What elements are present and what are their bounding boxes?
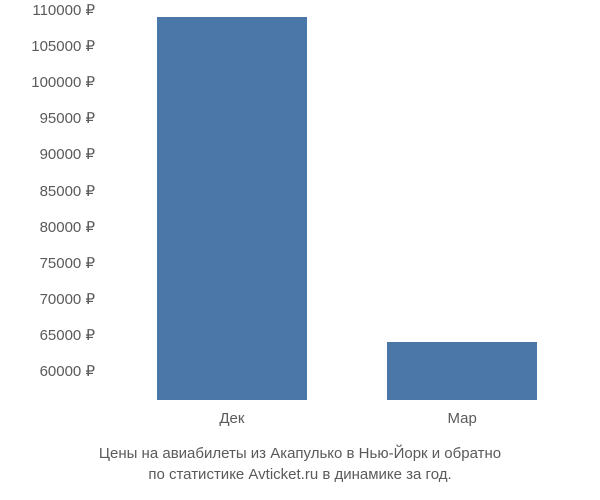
- caption-line-1: Цены на авиабилеты из Акапулько в Нью-Йо…: [0, 443, 600, 464]
- caption-line-2: по статистике Avticket.ru в динамике за …: [0, 464, 600, 485]
- y-tick-label: 105000 ₽: [31, 37, 95, 55]
- y-tick-label: 75000 ₽: [40, 254, 95, 272]
- chart-caption: Цены на авиабилеты из Акапулько в Нью-Йо…: [0, 443, 600, 485]
- x-tick-label: Дек: [219, 410, 244, 427]
- y-tick-label: 110000 ₽: [32, 1, 95, 19]
- y-tick-label: 90000 ₽: [40, 145, 95, 163]
- bar: [387, 342, 537, 400]
- y-tick-label: 95000 ₽: [40, 109, 95, 127]
- y-tick-label: 100000 ₽: [31, 73, 95, 91]
- bar: [157, 17, 307, 400]
- y-tick-label: 80000 ₽: [40, 218, 95, 236]
- chart-container: 60000 ₽ 65000 ₽ 70000 ₽ 75000 ₽ 80000 ₽ 85000…: [0, 0, 600, 500]
- x-axis: Дек Мар: [105, 405, 575, 435]
- y-tick-label: 65000 ₽: [40, 326, 95, 344]
- y-tick-label: 60000 ₽: [40, 362, 95, 380]
- x-tick-label: Мар: [448, 410, 477, 427]
- y-axis: 60000 ₽ 65000 ₽ 70000 ₽ 75000 ₽ 80000 ₽ 85000…: [0, 10, 100, 400]
- y-tick-label: 85000 ₽: [40, 182, 95, 200]
- plot-area: [105, 10, 575, 400]
- y-tick-label: 70000 ₽: [40, 290, 95, 308]
